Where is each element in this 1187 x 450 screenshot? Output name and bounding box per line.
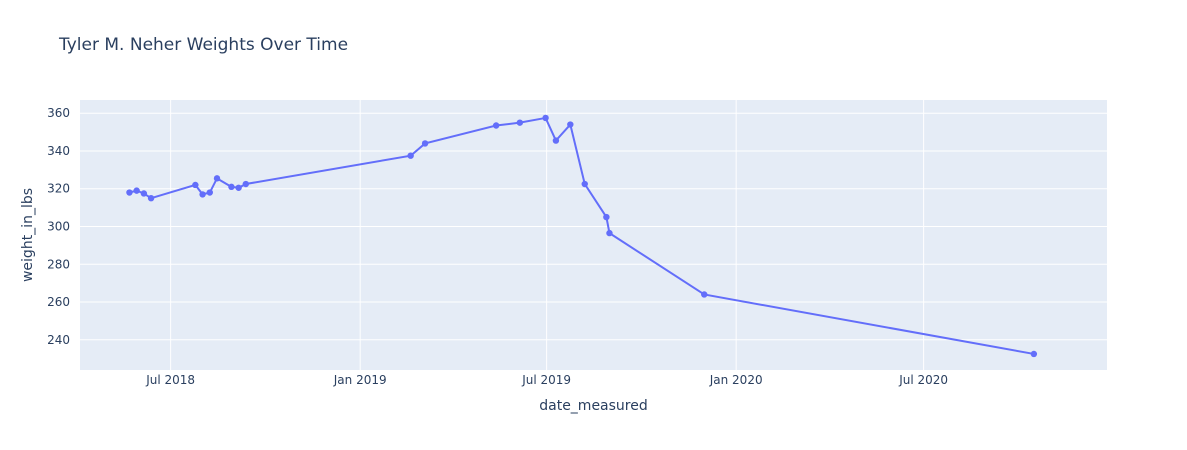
x-gridlines	[170, 100, 925, 370]
chart-title: Tyler M. Neher Weights Over Time	[58, 35, 348, 55]
y-tick-label: 240	[47, 333, 70, 347]
data-point[interactable]	[701, 291, 708, 298]
data-point[interactable]	[140, 190, 148, 197]
data-point[interactable]	[581, 180, 588, 188]
data-point[interactable]	[235, 184, 242, 191]
x-tick-label: Jan 2019	[333, 373, 387, 387]
x-tick-label: Jul 2020	[898, 373, 948, 387]
data-point[interactable]	[206, 189, 213, 196]
data-point[interactable]	[552, 137, 560, 144]
y-tick-label: 320	[47, 182, 70, 196]
data-point[interactable]	[567, 121, 574, 128]
data-point[interactable]	[606, 229, 613, 237]
x-tick-labels: Jul 2018 Jan 2019 Jul 2019 Jan 2020 Jul 2020	[145, 373, 948, 387]
data-point[interactable]	[126, 189, 133, 196]
data-point[interactable]	[407, 152, 414, 159]
y-tick-label: 300	[47, 220, 70, 234]
x-tick-label: Jan 2020	[709, 373, 763, 387]
plot-area	[80, 100, 1107, 370]
y-gridlines	[80, 112, 1107, 341]
data-point[interactable]	[516, 119, 524, 126]
data-point[interactable]	[228, 183, 235, 191]
data-point[interactable]	[603, 213, 610, 221]
y-tick-label: 360	[47, 106, 70, 120]
data-point[interactable]	[542, 114, 549, 122]
data-point[interactable]	[492, 122, 500, 129]
data-point[interactable]	[242, 180, 250, 188]
data-point[interactable]	[213, 175, 221, 182]
y-axis-title: weight_in_lbs	[20, 188, 36, 282]
data-point[interactable]	[421, 140, 429, 147]
y-tick-label: 260	[47, 295, 70, 309]
y-tick-label: 280	[47, 257, 70, 271]
data-point[interactable]	[1030, 350, 1038, 358]
data-point[interactable]	[199, 191, 206, 198]
series-points	[126, 114, 1038, 358]
x-tick-label: Jul 2018	[145, 373, 195, 387]
data-point[interactable]	[133, 187, 140, 194]
x-axis-title: date_measured	[539, 398, 648, 414]
y-tick-labels: 240 260 280 300 320 340 360	[47, 106, 70, 347]
y-tick-label: 340	[47, 144, 70, 158]
data-point[interactable]	[192, 181, 199, 189]
data-point[interactable]	[147, 194, 155, 202]
x-tick-label: Jul 2019	[521, 373, 571, 387]
